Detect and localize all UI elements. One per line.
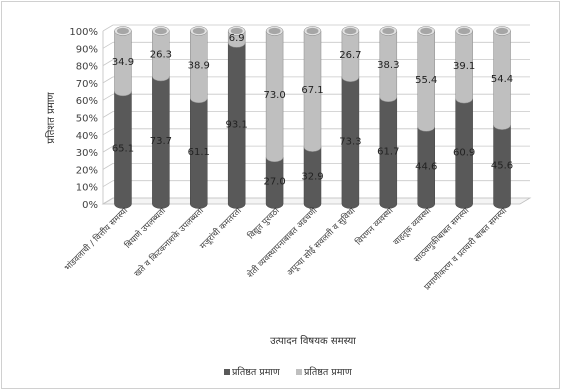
bar-cap-inner [306,27,319,35]
bar-group: 65.1 34.9 भांडवलाची / वित्तीय समस्या [62,26,134,274]
bar-segment-series-2 [493,30,511,130]
data-label-series-2: 26.3 [150,50,172,61]
data-label-series-2: 55.4 [415,75,437,86]
x-category-label: खते व किटकनाशके उपलब्धता [132,205,207,280]
bar-group: 73.3 26.7 अपूऱ्या सोई सवलती व सुविधा [285,26,362,278]
bar-group: 27.0 73.0 विद्युत पुरवठा [246,26,286,242]
bar-segment-series-1 [493,124,511,209]
y-tick-label: 100% [69,27,98,38]
x-category-label: भांडवलाची / वित्तीय समस्या [62,205,131,274]
y-tick-label: 50% [76,114,98,125]
y-axis-title: प्रतिशत प्रमाण [45,92,57,144]
data-label-series-2: 54.4 [491,74,513,85]
bar-cap-inner [420,27,433,35]
data-label-series-2: 6.9 [229,33,245,44]
gridline-depth [102,197,114,205]
gridline-depth [102,163,114,170]
x-category-label: अपूऱ्या सोई सवलती व सुविधा [285,205,358,278]
data-label-series-1: 65.1 [112,144,134,155]
bar-segment-series-1 [341,76,360,209]
y-tick-label: 80% [76,62,98,73]
y-tick-label: 20% [76,165,98,176]
bar-group: 32.9 67.1 शेती व्यवस्थापनाबाबत अडचणी [245,26,324,280]
y-tick-label: 10% [76,183,98,194]
bar-segment-series-1 [227,42,246,209]
data-label-series-1: 27.0 [263,177,285,188]
bar-cap-inner [154,27,167,35]
data-label-series-1: 61.7 [377,147,399,158]
bar-segment-series-2 [190,30,208,104]
bar-segment-series-1 [455,98,473,209]
bar-segment-series-1 [265,157,284,209]
y-tick-label: 90% [76,44,98,55]
bar-segment-series-1 [417,126,435,209]
bar-segment-series-2 [379,30,398,102]
bar-segment-series-2 [114,30,132,97]
gridline-depth [102,76,114,84]
bar-cap-inner [382,27,395,35]
data-label-series-2: 34.9 [112,57,134,68]
data-label-series-1: 45.6 [491,161,513,172]
bar-cap-inner [116,27,129,35]
bar-segment-series-2 [265,30,284,162]
x-category-label: शेती व्यवस्थापनाबाबत अडचणी [245,205,320,280]
bar-cap-inner [458,27,471,35]
data-label-series-1: 73.3 [339,137,361,148]
x-axis-title: उत्पादन विषयक समस्या [270,335,356,347]
bar-cap-inner [192,27,205,35]
gridline-depth [102,41,114,49]
bar-segment-series-2 [455,30,473,104]
data-label-series-2: 38.9 [188,61,210,72]
bar-segment-series-1 [190,98,208,209]
x-category-label: विद्युत पुरवठा [246,205,283,242]
y-tick-label: 40% [76,131,98,142]
data-label-series-2: 38.3 [377,60,399,71]
gridline-depth [102,145,114,153]
bar-cap-inner [344,27,357,35]
legend-label-series-1: प्रतिष्ठत प्रमाण [232,366,280,378]
bar-segment-series-2 [417,30,435,132]
x-category-label: मजूरांची कमतरता [198,205,245,252]
bar-cap-inner [268,27,281,35]
legend-swatch-series-2 [296,369,302,375]
bar-segment-series-2 [303,30,322,152]
y-tick-label: 70% [76,79,98,90]
bar-group: 61.1 38.9 खते व किटकनाशके उपलब्धता [132,26,210,280]
y-tick-label: 60% [76,96,98,107]
bar-cap-inner [496,27,509,35]
bar-segment-series-1 [303,146,322,209]
data-label-series-1: 61.1 [188,147,210,158]
bar-segment-series-1 [379,97,398,209]
bar-segment-series-2 [341,30,360,82]
legend-swatch-series-1 [224,369,230,375]
data-label-series-1: 60.9 [453,147,475,158]
bar-segment-series-2 [152,30,170,82]
legend: प्रतिष्ठत प्रमाण प्रतिष्ठत प्रमाण [224,366,352,378]
legend-label-series-2: प्रतिष्ठत प्रमाण [304,366,352,378]
gridline-depth [102,111,114,118]
y-tick-label: 30% [76,148,98,159]
data-label-series-2: 67.1 [301,85,323,96]
x-category-label: विपणन व्यवस्था [353,205,396,248]
data-label-series-1: 44.6 [415,161,437,172]
bar-segment-series-1 [114,91,132,209]
data-label-series-1: 32.9 [301,172,323,183]
bar-cap-inner [230,27,243,35]
data-label-series-2: 39.1 [453,61,475,72]
gridline-depth [102,180,114,188]
data-label-series-1: 73.7 [150,136,172,147]
data-label-series-2: 26.7 [339,50,361,61]
data-label-series-2: 73.0 [263,90,285,101]
gridline-depth [102,24,114,32]
y-tick-label: 0% [82,200,98,211]
gridline-depth [102,128,114,136]
bar-segment-series-1 [152,76,170,209]
gridline-depth [102,59,114,66]
data-label-series-1: 93.1 [226,119,248,130]
gridline-depth [102,93,114,101]
